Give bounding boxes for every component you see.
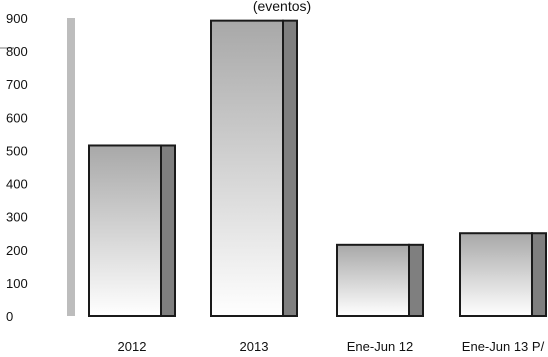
- bar-side: [408, 243, 424, 317]
- y-tick-label: 200: [6, 243, 28, 258]
- x-category-label: 2012: [118, 339, 147, 354]
- x-category-label: Ene-Jun 12: [347, 339, 414, 354]
- y-tick-label: 100: [6, 276, 28, 291]
- y-tick-label: 700: [6, 77, 28, 92]
- x-category-label: 2013: [240, 339, 269, 354]
- bar: [459, 232, 547, 318]
- bar-side: [531, 232, 547, 318]
- y-tick-label: 900: [6, 11, 28, 26]
- bar-side: [160, 144, 176, 317]
- axis-wall: [67, 18, 75, 316]
- bar-front: [210, 19, 284, 317]
- bar: [336, 243, 424, 317]
- y-tick-label: 0: [6, 309, 13, 324]
- y-tick-label: 300: [6, 210, 28, 225]
- bar-side: [282, 19, 298, 317]
- y-tick-label: 500: [6, 143, 28, 158]
- bar-front: [336, 243, 410, 317]
- bar-front: [459, 232, 533, 318]
- y-tick-label: 800: [6, 44, 28, 59]
- x-category-label: Ene-Jun 13 P/: [462, 339, 545, 354]
- bar-front: [88, 144, 162, 317]
- y-tick-label: 600: [6, 110, 28, 125]
- y-tick-label: 400: [6, 177, 28, 192]
- bar: [88, 144, 176, 317]
- bar: [210, 19, 298, 317]
- chart-title: (eventos): [253, 0, 311, 14]
